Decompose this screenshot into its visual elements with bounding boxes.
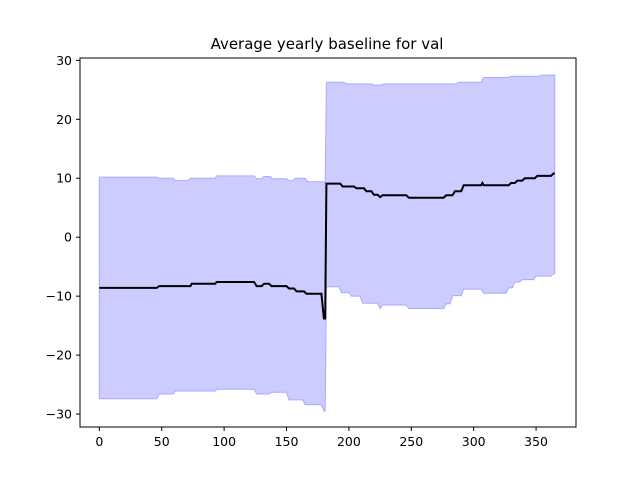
plot-frame (79, 57, 577, 428)
y-tick-label: 10 (56, 171, 72, 186)
x-tick-label: 150 (275, 434, 299, 449)
x-axis: 0 50 100 150 200 250 300 350 (95, 427, 548, 449)
y-tick-label: 20 (56, 112, 72, 127)
x-tick-label: 50 (154, 434, 170, 449)
confidence-band (98, 74, 556, 412)
y-tick-label: −20 (46, 348, 72, 363)
mean-line (99, 172, 555, 320)
x-tick-label: 100 (212, 434, 236, 449)
x-tick-label: 350 (524, 434, 548, 449)
x-tick-label: 250 (399, 434, 423, 449)
y-tick-label: 0 (64, 230, 72, 245)
y-tick-label: −10 (46, 289, 72, 304)
x-tick-label: 200 (337, 434, 361, 449)
y-tick-label: −30 (46, 407, 72, 422)
x-tick-label: 0 (95, 434, 103, 449)
y-axis: −30 −20 −10 0 10 20 30 (46, 53, 80, 422)
y-tick-label: 30 (56, 53, 72, 68)
chart-title: Average yearly baseline for val (211, 35, 444, 53)
x-tick-label: 300 (462, 434, 486, 449)
